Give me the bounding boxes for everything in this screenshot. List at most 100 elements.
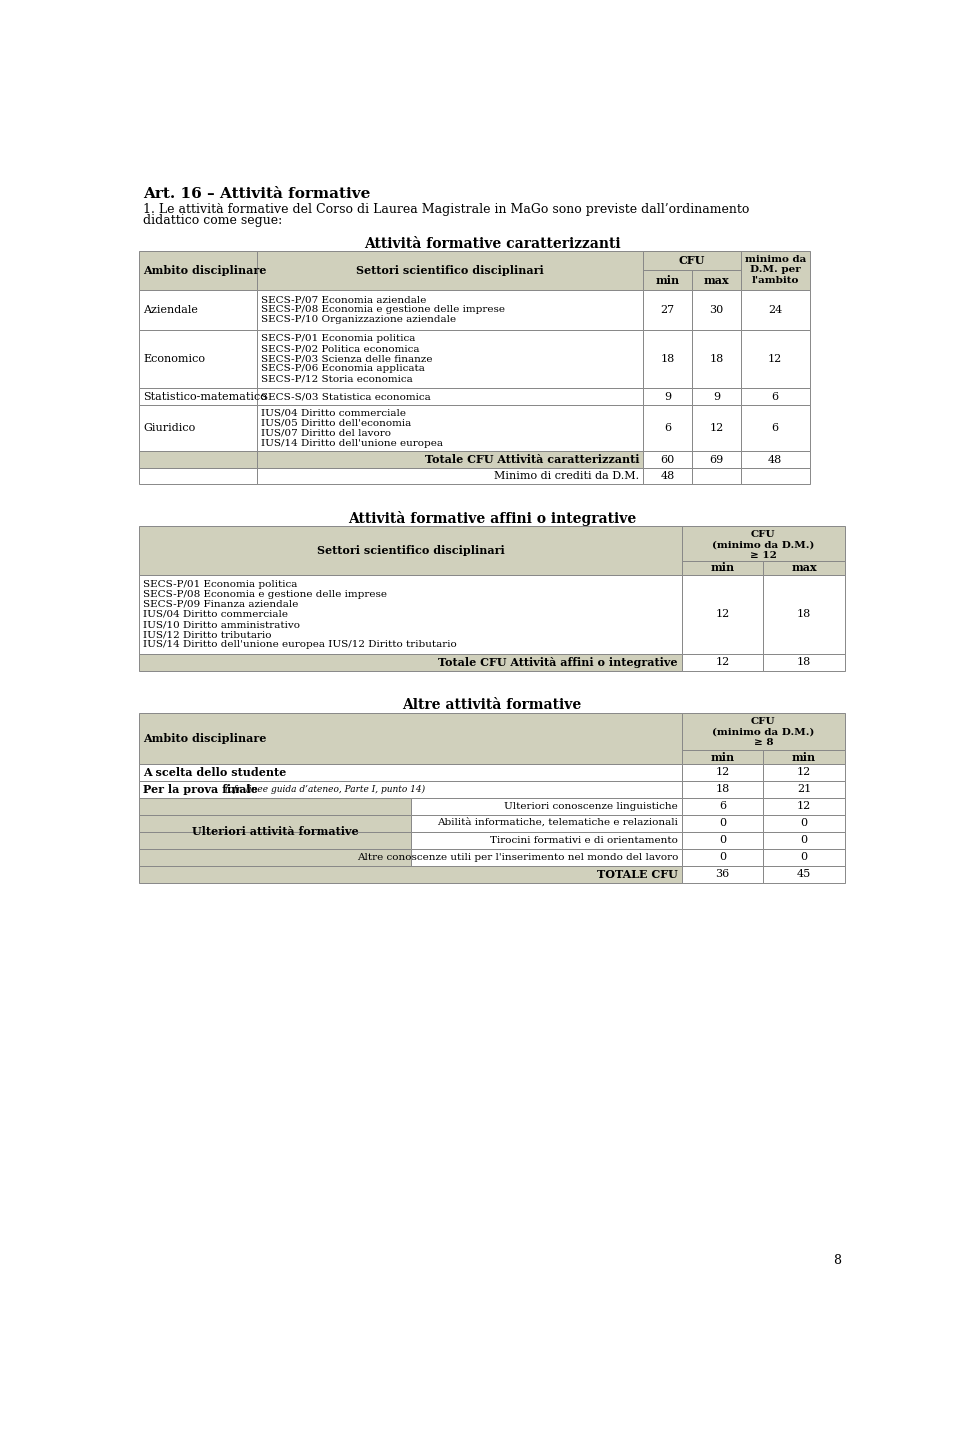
Bar bbox=[692, 389, 741, 405]
Bar bbox=[692, 451, 741, 468]
Bar bbox=[257, 451, 643, 468]
Text: 60: 60 bbox=[660, 455, 675, 465]
Bar bbox=[741, 451, 809, 468]
Bar bbox=[763, 866, 845, 883]
Text: 18: 18 bbox=[715, 785, 730, 795]
Text: min: min bbox=[710, 562, 734, 574]
Text: 21: 21 bbox=[797, 785, 811, 795]
Text: Tirocini formativi e di orientamento: Tirocini formativi e di orientamento bbox=[491, 835, 678, 845]
Text: SECS-P/08 Economia e gestione delle imprese: SECS-P/08 Economia e gestione delle impr… bbox=[261, 305, 505, 314]
Text: Giuridico: Giuridico bbox=[143, 423, 196, 434]
Bar bbox=[692, 289, 741, 329]
Bar bbox=[741, 251, 809, 289]
Text: Attività formative caratterizzanti: Attività formative caratterizzanti bbox=[364, 237, 620, 251]
Bar bbox=[411, 798, 682, 815]
Text: IUS/14 Diritto dell'unione europea: IUS/14 Diritto dell'unione europea bbox=[261, 439, 444, 448]
Text: Art. 16 – Attività formative: Art. 16 – Attività formative bbox=[143, 188, 371, 201]
Bar bbox=[257, 389, 643, 405]
Bar bbox=[682, 714, 845, 750]
Text: 24: 24 bbox=[768, 305, 782, 315]
Text: SECS-P/02 Politica economica: SECS-P/02 Politica economica bbox=[261, 344, 420, 354]
Text: Statistico-matematico: Statistico-matematico bbox=[143, 392, 267, 402]
Bar bbox=[741, 289, 809, 329]
Text: SECS-P/01 Economia politica: SECS-P/01 Economia politica bbox=[261, 334, 416, 344]
Text: 69: 69 bbox=[709, 455, 724, 465]
Text: 6: 6 bbox=[719, 802, 726, 811]
Bar bbox=[682, 575, 763, 655]
Bar bbox=[139, 251, 257, 289]
Bar bbox=[682, 798, 763, 815]
Bar bbox=[643, 251, 741, 270]
Bar bbox=[763, 798, 845, 815]
Text: 27: 27 bbox=[660, 305, 675, 315]
Text: 9: 9 bbox=[712, 392, 720, 402]
Bar bbox=[139, 764, 682, 780]
Bar bbox=[741, 389, 809, 405]
Bar bbox=[139, 526, 682, 575]
Text: 18: 18 bbox=[797, 610, 811, 620]
Text: SECS-P/03 Scienza delle finanze: SECS-P/03 Scienza delle finanze bbox=[261, 354, 433, 364]
Text: 12: 12 bbox=[768, 354, 782, 364]
Bar bbox=[139, 289, 257, 329]
Text: 12: 12 bbox=[797, 802, 811, 811]
Bar bbox=[257, 405, 643, 451]
Text: Ulteriori attività formative: Ulteriori attività formative bbox=[192, 827, 358, 837]
Text: 0: 0 bbox=[719, 853, 726, 863]
Text: Altre conoscenze utili per l'inserimento nel mondo del lavoro: Altre conoscenze utili per l'inserimento… bbox=[356, 853, 678, 861]
Text: 48: 48 bbox=[768, 455, 782, 465]
Bar bbox=[741, 405, 809, 451]
Bar bbox=[643, 405, 692, 451]
Text: 12: 12 bbox=[715, 610, 730, 620]
Bar bbox=[763, 750, 845, 764]
Bar bbox=[763, 815, 845, 832]
Text: Altre attività formative: Altre attività formative bbox=[402, 698, 582, 712]
Bar bbox=[643, 389, 692, 405]
Text: SECS-P/08 Economia e gestione delle imprese: SECS-P/08 Economia e gestione delle impr… bbox=[143, 590, 387, 600]
Text: IUS/07 Diritto del lavoro: IUS/07 Diritto del lavoro bbox=[261, 429, 391, 438]
Bar bbox=[139, 468, 257, 484]
Text: Ambito disciplinare: Ambito disciplinare bbox=[143, 733, 267, 744]
Text: IUS/05 Diritto dell'economia: IUS/05 Diritto dell'economia bbox=[261, 419, 411, 428]
Bar bbox=[139, 451, 257, 468]
Text: SECS-P/12 Storia economica: SECS-P/12 Storia economica bbox=[261, 374, 413, 383]
Bar bbox=[692, 270, 741, 289]
Text: IUS/10 Diritto amministrativo: IUS/10 Diritto amministrativo bbox=[143, 620, 300, 629]
Text: min: min bbox=[792, 751, 816, 763]
Text: didattico come segue:: didattico come segue: bbox=[143, 214, 282, 227]
Text: SECS-P/07 Economia aziendale: SECS-P/07 Economia aziendale bbox=[261, 295, 426, 305]
Text: Aziendale: Aziendale bbox=[143, 305, 198, 315]
Text: 8: 8 bbox=[832, 1254, 841, 1267]
Text: min: min bbox=[710, 751, 734, 763]
Bar bbox=[139, 389, 257, 405]
Text: Attività formative affini o integrative: Attività formative affini o integrative bbox=[348, 510, 636, 526]
Bar bbox=[763, 764, 845, 780]
Text: Totale CFU Attività caratterizzanti: Totale CFU Attività caratterizzanti bbox=[424, 454, 639, 465]
Text: 30: 30 bbox=[709, 305, 724, 315]
Bar bbox=[682, 655, 763, 670]
Text: max: max bbox=[791, 562, 817, 574]
Text: 12: 12 bbox=[709, 423, 724, 434]
Text: 6: 6 bbox=[664, 423, 671, 434]
Text: 0: 0 bbox=[801, 853, 807, 863]
Text: Totale CFU Attività affini o integrative: Totale CFU Attività affini o integrative bbox=[439, 657, 678, 668]
Text: 0: 0 bbox=[801, 835, 807, 845]
Bar bbox=[692, 251, 741, 289]
Bar bbox=[139, 329, 257, 389]
Text: 9: 9 bbox=[664, 392, 671, 402]
Bar bbox=[763, 832, 845, 848]
Text: Minimo di crediti da D.M.: Minimo di crediti da D.M. bbox=[494, 471, 639, 481]
Text: Ulteriori conoscenze linguistiche: Ulteriori conoscenze linguistiche bbox=[504, 802, 678, 811]
Bar bbox=[139, 815, 411, 832]
Text: SECS-P/01 Economia politica: SECS-P/01 Economia politica bbox=[143, 579, 298, 590]
Bar bbox=[139, 714, 682, 764]
Text: SECS-P/09 Finanza aziendale: SECS-P/09 Finanza aziendale bbox=[143, 600, 299, 608]
Text: IUS/04 Diritto commerciale: IUS/04 Diritto commerciale bbox=[143, 610, 288, 618]
Text: IUS/12 Diritto tributario: IUS/12 Diritto tributario bbox=[143, 630, 272, 639]
Bar bbox=[682, 815, 763, 832]
Bar bbox=[643, 251, 692, 289]
Text: 12: 12 bbox=[715, 767, 730, 777]
Bar bbox=[139, 832, 411, 848]
Bar bbox=[257, 251, 643, 289]
Bar bbox=[682, 750, 763, 764]
Bar bbox=[643, 451, 692, 468]
